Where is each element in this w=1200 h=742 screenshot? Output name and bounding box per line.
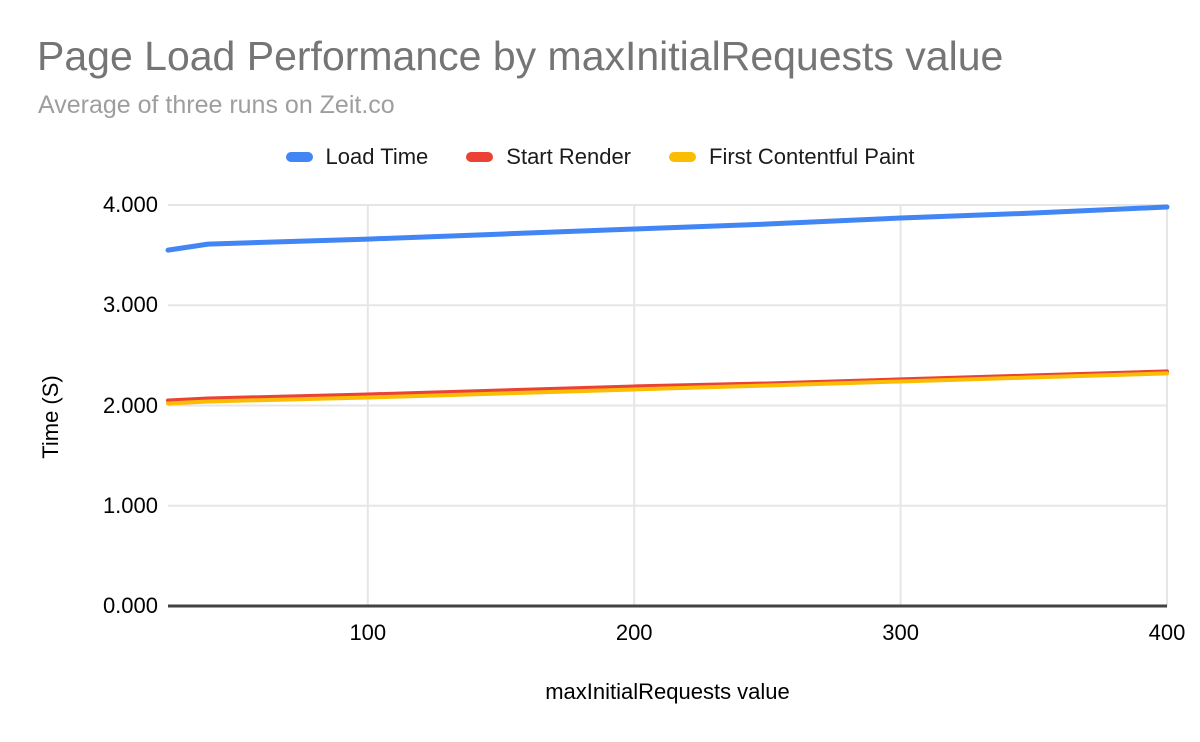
y-axis-title: Time (S) <box>38 375 63 459</box>
chart-subtitle: Average of three runs on Zeit.co <box>38 91 395 119</box>
legend-item: Start Render <box>466 144 631 170</box>
legend-label: First Contentful Paint <box>709 144 915 169</box>
legend-item: Load Time <box>285 144 429 170</box>
series-line <box>165 204 1170 253</box>
legend-label: Start Render <box>506 144 632 169</box>
legend-swatch <box>669 152 697 162</box>
legend-swatch <box>285 152 313 162</box>
series-line <box>166 371 1169 406</box>
x-axis-title: maxInitialRequests value <box>545 679 790 704</box>
chart-title: Page Load Performance by maxInitialReque… <box>37 33 1004 79</box>
legend-label: Load Time <box>325 144 429 169</box>
legend-item: First Contentful Paint <box>669 144 914 170</box>
series-line <box>166 369 1169 403</box>
legend: Load Time Start Render First Contentful Pa… <box>0 141 1200 173</box>
legend-swatch <box>466 152 494 162</box>
